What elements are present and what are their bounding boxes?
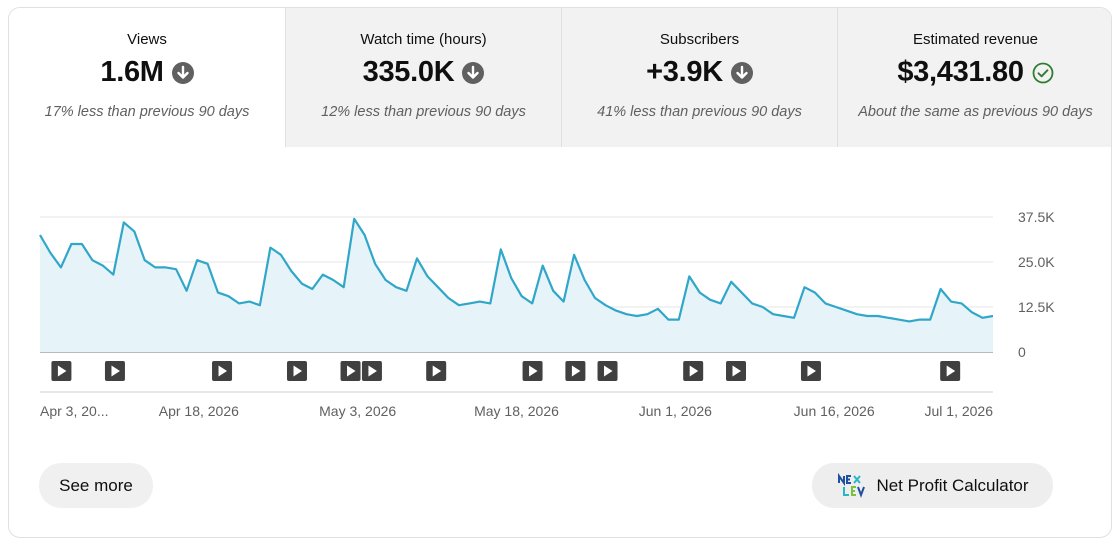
upload-markers [51, 361, 961, 381]
see-more-label: See more [59, 475, 133, 495]
arrow-down-circle-icon [462, 61, 485, 84]
x-axis-labels: Apr 3, 20... Apr 18, 2026 May 3, 2026 May 1… [40, 403, 993, 419]
video-upload-marker[interactable] [212, 361, 233, 381]
chart-series-line [39, 217, 994, 323]
video-upload-marker[interactable] [104, 361, 125, 381]
y-tick-label: 25.0K [1018, 254, 1055, 270]
tab-revenue-label: Estimated revenue [912, 31, 1039, 48]
tab-watch-time-value: 335.0K [362, 56, 455, 88]
analytics-card: Views 1.6M 17% less than previous 90 day… [8, 7, 1112, 538]
video-upload-marker[interactable] [597, 361, 618, 381]
tab-subscribers-label: Subscribers [659, 31, 740, 48]
x-tick-label: Apr 3, 20... [40, 403, 108, 419]
x-tick-label: May 18, 2026 [474, 403, 559, 419]
tab-estimated-revenue[interactable]: Estimated revenue $3,431.80 About the sa… [837, 8, 1111, 147]
y-axis-labels: 37.5K 25.0K 12.5K 0 [1018, 209, 1055, 360]
tab-watch-time-note: 12% less than previous 90 days [321, 104, 526, 120]
video-upload-marker[interactable] [361, 361, 382, 381]
check-circle-icon [1032, 62, 1054, 84]
tab-watch-time[interactable]: Watch time (hours) 335.0K 12% less than … [285, 8, 561, 147]
video-upload-marker[interactable] [726, 361, 747, 381]
tab-revenue-note: About the same as previous 90 days [858, 104, 1093, 120]
video-upload-marker[interactable] [340, 361, 361, 381]
x-tick-label: Apr 18, 2026 [159, 403, 239, 419]
chart-area-fill [40, 218, 993, 352]
net-profit-calculator-button[interactable]: Net Profit Calculator [812, 463, 1053, 508]
video-upload-marker[interactable] [800, 361, 821, 381]
arrow-down-circle-icon [171, 61, 194, 84]
nexlev-logo-icon [836, 472, 866, 499]
x-tick-label: Jul 1, 2026 [925, 403, 994, 419]
tab-watch-time-label: Watch time (hours) [360, 31, 487, 48]
tab-subscribers[interactable]: Subscribers +3.9K 41% less than previous… [561, 8, 837, 147]
tab-views-value: 1.6M [100, 56, 164, 88]
video-upload-marker[interactable] [522, 361, 543, 381]
tab-subscribers-value: +3.9K [646, 56, 723, 88]
arrow-down-circle-icon [730, 61, 753, 84]
video-upload-marker[interactable] [426, 361, 447, 381]
video-upload-marker[interactable] [565, 361, 586, 381]
y-tick-label: 12.5K [1018, 299, 1055, 315]
views-chart: 37.5K 25.0K 12.5K 0 Apr 3, 20... Apr 18, 202… [39, 209, 1055, 419]
y-tick-label: 0 [1018, 344, 1026, 360]
video-upload-marker[interactable] [286, 361, 307, 381]
net-profit-calculator-label: Net Profit Calculator [876, 475, 1029, 495]
tab-revenue-value: $3,431.80 [897, 56, 1024, 88]
tab-views-label: Views [127, 31, 167, 48]
metric-tabs: Views 1.6M 17% less than previous 90 day… [9, 8, 1111, 147]
video-upload-marker[interactable] [940, 361, 961, 381]
x-tick-label: Jun 16, 2026 [794, 403, 875, 419]
y-tick-label: 37.5K [1018, 209, 1055, 225]
video-upload-marker[interactable] [51, 361, 72, 381]
tab-views[interactable]: Views 1.6M 17% less than previous 90 day… [9, 8, 285, 147]
tab-views-note: 17% less than previous 90 days [44, 104, 250, 120]
see-more-button[interactable]: See more [39, 463, 153, 508]
video-upload-marker[interactable] [683, 361, 704, 381]
tab-subscribers-note: 41% less than previous 90 days [597, 104, 802, 120]
x-tick-label: Jun 1, 2026 [639, 403, 712, 419]
x-tick-label: May 3, 2026 [319, 403, 396, 419]
